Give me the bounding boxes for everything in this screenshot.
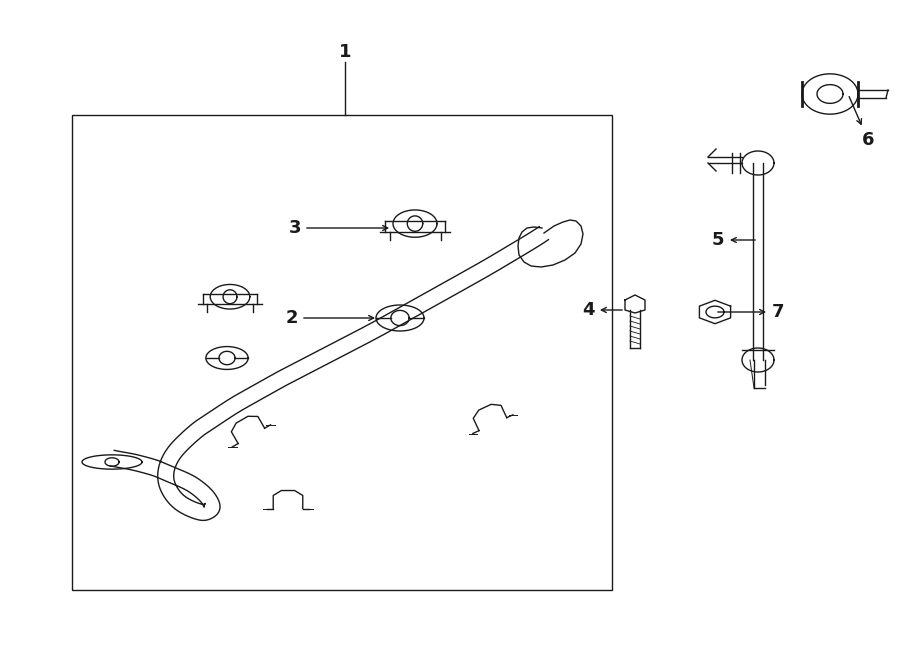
Text: 6: 6 [849, 97, 874, 149]
Text: 7: 7 [718, 303, 784, 321]
Text: 2: 2 [286, 309, 374, 327]
Text: 5: 5 [712, 231, 755, 249]
Text: 3: 3 [289, 219, 388, 237]
Text: 4: 4 [581, 301, 622, 319]
Text: 1: 1 [338, 43, 351, 61]
